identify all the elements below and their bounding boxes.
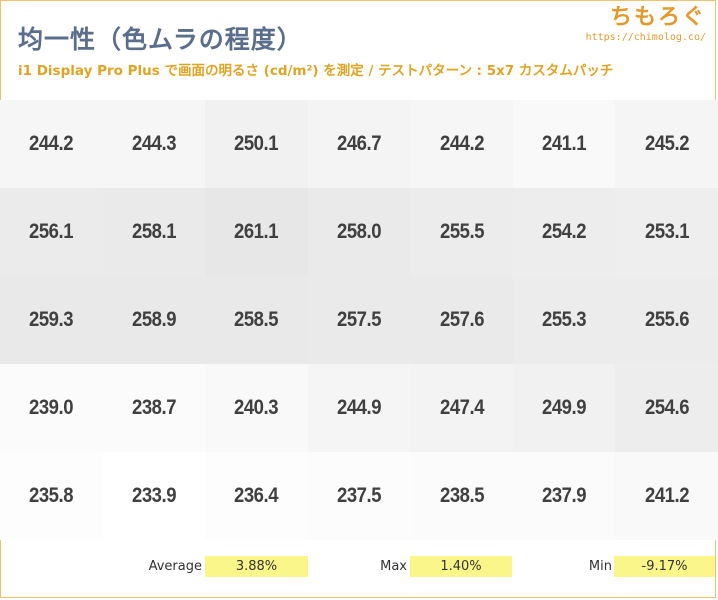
heatmap-cell: 239.0 xyxy=(0,364,103,452)
heatmap-value-label: 257.6 xyxy=(439,308,484,331)
heatmap-value-label: 233.9 xyxy=(131,484,176,507)
heatmap-value-label: 247.4 xyxy=(439,396,484,419)
heatmap-cell: 256.1 xyxy=(0,188,103,276)
heatmap-value-label: 236.4 xyxy=(234,484,279,507)
heatmap-value-label: 238.5 xyxy=(439,484,484,507)
heatmap-cell: 244.9 xyxy=(307,364,411,452)
heatmap-value-label: 238.7 xyxy=(131,396,176,419)
heatmap-cell: 249.9 xyxy=(512,364,616,452)
heatmap-value-label: 237.5 xyxy=(336,484,382,507)
max-value: 1.40% xyxy=(410,556,512,577)
heatmap-cell: 241.2 xyxy=(615,452,718,540)
heatmap-cell: 237.5 xyxy=(307,452,411,540)
heatmap-cell: 244.2 xyxy=(410,100,513,188)
heatmap-cell: 257.6 xyxy=(410,276,513,364)
uniformity-heatmap: 244.2 244.3 250.1 246.7 244.2 241.1 245.2 256.1… xyxy=(0,100,718,540)
heatmap-value-label: 244.3 xyxy=(131,132,176,155)
heatmap-value-label: 258.5 xyxy=(234,308,279,331)
heatmap-value-label: 244.2 xyxy=(439,132,484,155)
brand-url: https://chimolog.co/ xyxy=(585,32,706,43)
heatmap-value-label: 245.2 xyxy=(644,132,689,155)
heatmap-value-label: 255.3 xyxy=(542,308,587,331)
heatmap-value-label: 244.2 xyxy=(29,132,74,155)
min-value: -9.17% xyxy=(614,556,715,577)
heatmap-value-label: 254.2 xyxy=(542,220,587,243)
heatmap-value-label: 261.1 xyxy=(234,220,279,243)
average-label: Average xyxy=(148,559,202,574)
heatmap-cell: 258.5 xyxy=(205,276,308,364)
heatmap-value-label: 235.8 xyxy=(29,484,74,507)
heatmap-value-label: 241.2 xyxy=(644,484,689,507)
heatmap-value-label: 256.1 xyxy=(29,220,74,243)
heatmap-cell: 254.2 xyxy=(512,188,616,276)
heatmap-cell: 246.7 xyxy=(307,100,411,188)
max-label: Max xyxy=(380,559,407,574)
heatmap-cell: 241.1 xyxy=(512,100,616,188)
heatmap-cell: 261.1 xyxy=(205,188,308,276)
heatmap-cell: 244.2 xyxy=(0,100,103,188)
heatmap-value-label: 241.1 xyxy=(542,132,587,155)
heatmap-cell: 253.1 xyxy=(615,188,718,276)
heatmap-value-label: 258.0 xyxy=(336,220,382,243)
heatmap-cell: 258.9 xyxy=(102,276,206,364)
heatmap-cell: 233.9 xyxy=(102,452,206,540)
heatmap-value-label: 250.1 xyxy=(234,132,279,155)
heatmap-value-label: 240.3 xyxy=(234,396,279,419)
heatmap-cell: 236.4 xyxy=(205,452,308,540)
heatmap-value-label: 255.5 xyxy=(439,220,484,243)
heatmap-cell: 255.3 xyxy=(512,276,616,364)
chart-header: 均一性（色ムラの程度） i1 Display Pro Plus で画面の明るさ … xyxy=(0,0,718,100)
min-label: Min xyxy=(588,559,612,574)
heatmap-cell: 238.5 xyxy=(410,452,513,540)
heatmap-value-label: 254.6 xyxy=(644,396,689,419)
heatmap-cell: 254.6 xyxy=(615,364,718,452)
brand-logo: ちもろぐ https://chimolog.co/ xyxy=(586,4,706,44)
heatmap-cell: 259.3 xyxy=(0,276,103,364)
heatmap-cell: 257.5 xyxy=(307,276,411,364)
heatmap-cell: 235.8 xyxy=(0,452,103,540)
heatmap-value-label: 259.3 xyxy=(29,308,74,331)
heatmap-cell: 255.5 xyxy=(410,188,513,276)
heatmap-value-label: 246.7 xyxy=(336,132,382,155)
heatmap-cell: 240.3 xyxy=(205,364,308,452)
heatmap-value-label: 258.9 xyxy=(131,308,176,331)
chart-title: 均一性（色ムラの程度） xyxy=(18,25,303,54)
heatmap-cell: 237.9 xyxy=(512,452,616,540)
heatmap-value-label: 253.1 xyxy=(644,220,689,243)
stats-bar: Average 3.88% Max 1.40% Min -9.17% xyxy=(0,556,718,578)
heatmap-value-label: 249.9 xyxy=(542,396,587,419)
heatmap-cell: 250.1 xyxy=(205,100,308,188)
heatmap-cell: 245.2 xyxy=(615,100,718,188)
chart-subtitle: i1 Display Pro Plus で画面の明るさ (cd/m²) を測定 … xyxy=(18,63,614,79)
heatmap-value-label: 255.6 xyxy=(644,308,689,331)
brand-name: ちもろぐ xyxy=(609,5,706,30)
heatmap-cell: 244.3 xyxy=(102,100,206,188)
average-value: 3.88% xyxy=(205,556,308,577)
heatmap-cell: 255.6 xyxy=(615,276,718,364)
heatmap-value-label: 244.9 xyxy=(336,396,382,419)
heatmap-value-label: 257.5 xyxy=(336,308,382,331)
heatmap-cell: 258.0 xyxy=(307,188,411,276)
heatmap-value-label: 237.9 xyxy=(542,484,587,507)
heatmap-cell: 258.1 xyxy=(102,188,206,276)
heatmap-cell: 247.4 xyxy=(410,364,513,452)
heatmap-value-label: 239.0 xyxy=(29,396,74,419)
heatmap-value-label: 258.1 xyxy=(131,220,176,243)
heatmap-cell: 238.7 xyxy=(102,364,206,452)
